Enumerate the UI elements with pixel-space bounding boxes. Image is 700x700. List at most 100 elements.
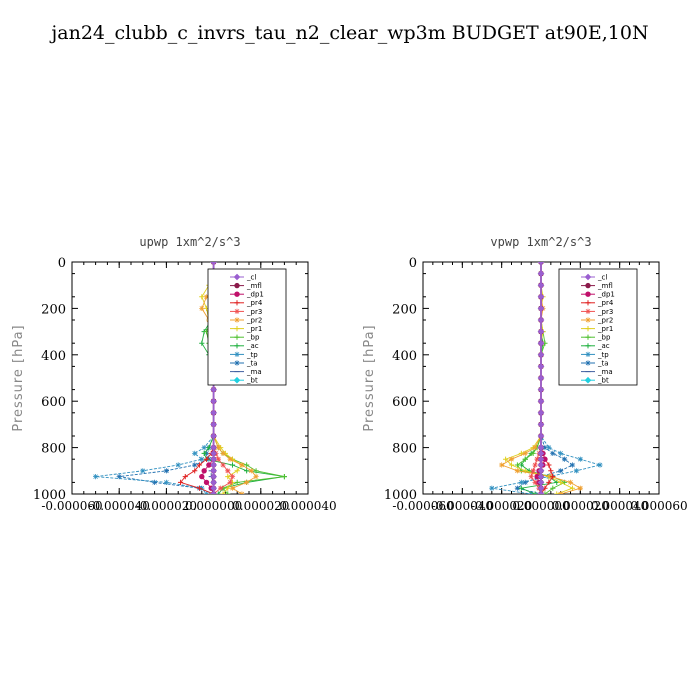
legend-label: _ac bbox=[597, 342, 610, 350]
data-point-ac bbox=[532, 491, 538, 494]
y-axis-label: Pressure [hPa] bbox=[11, 324, 26, 431]
legend-label: _pr1 bbox=[246, 325, 262, 333]
data-point-pr1 bbox=[225, 474, 231, 480]
legend-marker bbox=[234, 343, 240, 349]
y-tick-label: 400 bbox=[392, 349, 417, 364]
data-point-ta bbox=[542, 445, 548, 451]
data-point-cl bbox=[210, 421, 217, 428]
data-point-pr2 bbox=[248, 468, 254, 474]
data-point-bp bbox=[234, 479, 240, 485]
y-tick-label: 0 bbox=[409, 256, 417, 271]
legend-label: _pr2 bbox=[597, 316, 613, 324]
legend-label: _bt bbox=[246, 377, 258, 385]
data-point-pr2 bbox=[227, 456, 233, 462]
legend-label: _ta bbox=[597, 359, 609, 367]
data-point-pr2 bbox=[577, 485, 583, 491]
data-point-pr3 bbox=[218, 485, 224, 491]
data-point-ac bbox=[244, 468, 250, 474]
data-point-pr1 bbox=[225, 485, 231, 491]
legend-label: _ta bbox=[246, 359, 258, 367]
y-tick-label: 600 bbox=[392, 395, 417, 410]
legend-marker bbox=[585, 360, 591, 366]
data-point-tp bbox=[192, 450, 198, 456]
panel-upwp: upwp 1xm^2/s^3 Pressure [hPa] 0 200 400 600 80… bbox=[11, 235, 337, 513]
legend-label: _pr4 bbox=[246, 299, 263, 307]
data-point-pr1 bbox=[508, 462, 515, 468]
data-point-cl bbox=[537, 386, 545, 393]
data-point-pr4 bbox=[546, 479, 552, 485]
legend-label: _ma bbox=[246, 368, 262, 376]
data-point-cl bbox=[537, 490, 545, 494]
data-point-pr2 bbox=[244, 479, 250, 485]
data-point-bp bbox=[281, 474, 287, 480]
data-point-bp bbox=[253, 468, 259, 474]
legend-box bbox=[207, 268, 287, 386]
data-point-tp bbox=[93, 474, 99, 480]
legend: _cl_mfl_dp1_pr4_pr3_pr2_pr1_bp_ac_tp_ta_… bbox=[207, 268, 287, 386]
data-point-cl bbox=[537, 351, 545, 359]
data-point-tp bbox=[199, 456, 205, 462]
legend-marker bbox=[234, 334, 240, 340]
data-point-pr3 bbox=[220, 462, 226, 468]
data-point-pr4 bbox=[196, 462, 203, 468]
data-point-cl bbox=[537, 374, 545, 382]
data-point-pr2 bbox=[229, 485, 236, 491]
legend-label: _bp bbox=[597, 334, 611, 342]
legend-marker bbox=[585, 326, 591, 332]
legend-marker bbox=[234, 351, 240, 357]
data-point-cl bbox=[537, 316, 545, 324]
data-point-bp bbox=[530, 450, 536, 456]
data-point-dp1 bbox=[203, 479, 210, 486]
data-point-pr4 bbox=[546, 462, 552, 468]
data-point-pr3 bbox=[530, 468, 536, 474]
data-point-pr3 bbox=[532, 462, 538, 468]
data-point-ta bbox=[558, 468, 564, 474]
data-point-pr2 bbox=[522, 450, 528, 456]
data-point-pr2 bbox=[514, 468, 520, 474]
data-point-pr3 bbox=[225, 468, 231, 474]
data-point-pr4 bbox=[548, 468, 554, 474]
data-point-cl bbox=[537, 270, 545, 277]
data-point-ac bbox=[199, 340, 205, 346]
data-point-ta bbox=[163, 468, 169, 474]
data-point-pr3 bbox=[229, 474, 236, 480]
legend-label: _cl bbox=[597, 273, 607, 281]
legend-marker bbox=[234, 308, 240, 314]
data-point-tp bbox=[518, 479, 524, 485]
data-point-ac bbox=[229, 462, 236, 468]
data-point-ta bbox=[116, 474, 122, 480]
data-point-pr1 bbox=[569, 485, 576, 491]
y-tick-label: 1000 bbox=[384, 488, 417, 503]
data-point-cl bbox=[537, 281, 545, 289]
data-point-cl bbox=[537, 328, 545, 335]
data-point-bp bbox=[514, 462, 520, 468]
data-point-bp bbox=[542, 491, 548, 494]
y-tick-label: 0 bbox=[58, 256, 66, 271]
legend-marker bbox=[585, 291, 591, 297]
legend-label: _pr3 bbox=[246, 308, 262, 316]
data-point-ta bbox=[152, 479, 158, 485]
data-point-tp bbox=[175, 462, 181, 468]
legend-marker bbox=[585, 317, 591, 323]
data-point-pr3 bbox=[215, 456, 221, 462]
data-point-pr3 bbox=[532, 479, 538, 485]
legend-label: _tp bbox=[246, 351, 258, 359]
legend-label: _bp bbox=[246, 334, 260, 342]
data-point-cl bbox=[537, 305, 545, 312]
data-point-pr4 bbox=[550, 474, 556, 480]
data-point-tp bbox=[489, 485, 495, 491]
legend-marker bbox=[585, 300, 591, 306]
data-point-pr1 bbox=[503, 456, 509, 462]
data-point-ta bbox=[192, 462, 198, 468]
y-tick-label: 400 bbox=[41, 349, 66, 364]
data-point-pr2 bbox=[239, 491, 245, 494]
legend-label: _tp bbox=[597, 351, 609, 359]
data-point-pr2 bbox=[532, 445, 538, 451]
x-tick-label: 0.000060 bbox=[630, 499, 687, 513]
data-point-pr3 bbox=[534, 456, 540, 462]
y-tick-label: 1000 bbox=[33, 488, 66, 503]
data-point-ac bbox=[201, 450, 207, 456]
legend-label: _dp1 bbox=[597, 291, 615, 299]
data-point-ta bbox=[522, 479, 528, 485]
legend-label: _mfl bbox=[597, 282, 613, 290]
